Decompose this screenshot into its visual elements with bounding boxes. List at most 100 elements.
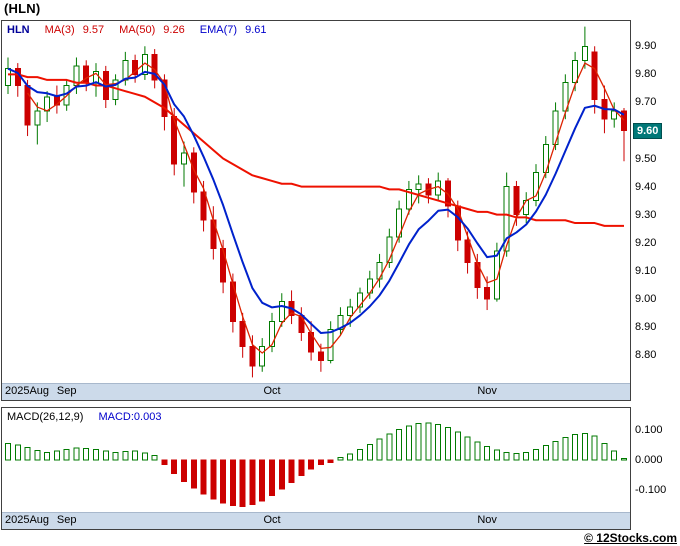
- macd-bar: [405, 425, 412, 461]
- candle: [337, 307, 344, 336]
- macd-bar: [229, 459, 236, 506]
- macd-bar: [523, 451, 530, 461]
- candle: [415, 175, 422, 204]
- macd-bar: [366, 444, 373, 461]
- macd-bar: [474, 441, 481, 461]
- candle: [484, 276, 491, 311]
- last-price-badge: 9.60: [633, 123, 663, 140]
- candle: [259, 338, 266, 372]
- candle: [269, 312, 275, 353]
- macd-bar: [415, 423, 422, 461]
- macd-bar: [317, 459, 324, 465]
- candle: [34, 102, 41, 145]
- ema7-line: [7, 67, 625, 335]
- ma3-line: [27, 62, 625, 354]
- macd-bar: [122, 451, 129, 461]
- candle: [239, 312, 246, 358]
- macd-bar: [621, 458, 627, 461]
- macd-params-label: MACD(26,12,9): [7, 411, 84, 423]
- y-axis-label: 9.90: [635, 40, 657, 53]
- macd-bar: [445, 426, 451, 461]
- macd-bar: [161, 459, 168, 465]
- macd-bar: [220, 459, 227, 504]
- macd-bar: [24, 447, 31, 461]
- macd-bar: [386, 433, 393, 461]
- macd-bar: [357, 449, 363, 461]
- macd-bar: [63, 449, 70, 461]
- macd-bar: [83, 448, 90, 461]
- macd-bar: [493, 449, 500, 461]
- price-y-axis: 9.90 9.80 9.70 9.60 9.50 9.40 9.30 9.20 9.10 9.00…: [633, 21, 680, 383]
- macd-bar: [200, 459, 207, 495]
- macd-bar: [581, 432, 588, 461]
- candle: [327, 321, 334, 364]
- macd-histogram: [5, 422, 627, 507]
- y-axis-label: 9.50: [635, 152, 657, 165]
- price-chart-panel: HLN MA(3) 9.57 MA(50) 9.26 EMA(7) 9.61 2…: [1, 20, 631, 401]
- candle: [278, 293, 285, 327]
- macd-bar: [503, 451, 510, 461]
- candle: [591, 46, 598, 114]
- y-axis-label: 0.000: [635, 454, 663, 466]
- x-axis-label: Oct: [263, 385, 281, 397]
- macd-bar: [210, 459, 217, 500]
- page-title: (HLN): [4, 1, 41, 16]
- macd-bar: [288, 459, 295, 483]
- macd-bar: [93, 449, 99, 461]
- macd-bar: [396, 428, 403, 461]
- macd-bar: [308, 459, 315, 470]
- candle: [44, 91, 51, 123]
- y-axis-label: -0.100: [635, 483, 667, 496]
- macd-bar: [464, 436, 471, 461]
- y-axis-label: 9.40: [635, 180, 657, 193]
- y-axis-label: 9.80: [635, 68, 657, 81]
- candlestick-chart: [5, 26, 627, 378]
- x-axis-label: Nov: [477, 514, 497, 526]
- ema7-value: 9.61: [245, 24, 267, 36]
- macd-bar: [562, 437, 569, 461]
- macd-bar: [601, 443, 608, 461]
- macd-bar: [132, 450, 139, 461]
- macd-bar: [454, 431, 461, 461]
- macd-bar: [337, 457, 344, 461]
- macd-bar: [151, 455, 158, 461]
- macd-bar: [425, 422, 432, 461]
- candle: [220, 239, 227, 294]
- macd-bar: [5, 443, 11, 461]
- macd-bar: [171, 459, 178, 474]
- x-axis-label: Sep: [56, 385, 77, 397]
- y-axis-label: 9.10: [635, 264, 657, 277]
- ma50-label: MA(50): [119, 24, 156, 36]
- macd-bar: [347, 453, 354, 461]
- macd-legend: MACD(26,12,9) MACD:0.003: [7, 411, 161, 423]
- y-axis-label: 8.90: [635, 320, 657, 333]
- macd-panel: MACD(26,12,9) MACD:0.003 2025Aug Sep Oct No…: [1, 407, 631, 530]
- candle: [533, 164, 539, 207]
- candle: [24, 79, 31, 137]
- candle: [474, 253, 481, 299]
- candle: [14, 63, 21, 97]
- macd-bar: [102, 450, 109, 461]
- macd-bar: [141, 452, 148, 461]
- macd-value: MACD:0.003: [98, 411, 162, 423]
- macd-bar: [572, 434, 579, 461]
- price-chart-legend: HLN MA(3) 9.57 MA(50) 9.26 EMA(7) 9.61: [7, 24, 279, 36]
- candle: [53, 85, 60, 114]
- site-credit-link[interactable]: © 12Stocks.com: [584, 531, 677, 545]
- candle: [249, 335, 256, 378]
- candle: [308, 321, 315, 361]
- macd-bar: [73, 447, 80, 461]
- macd-bar: [533, 449, 539, 461]
- candle: [621, 107, 627, 162]
- macd-bar: [435, 423, 442, 461]
- macd-bar: [542, 445, 549, 461]
- x-axis-label: Sep: [56, 514, 77, 526]
- candle: [93, 63, 99, 97]
- macd-bar: [298, 459, 305, 476]
- candle: [405, 180, 412, 215]
- candle: [376, 253, 383, 288]
- candle: [357, 287, 363, 313]
- candle: [5, 57, 11, 94]
- macd-bar: [259, 459, 266, 502]
